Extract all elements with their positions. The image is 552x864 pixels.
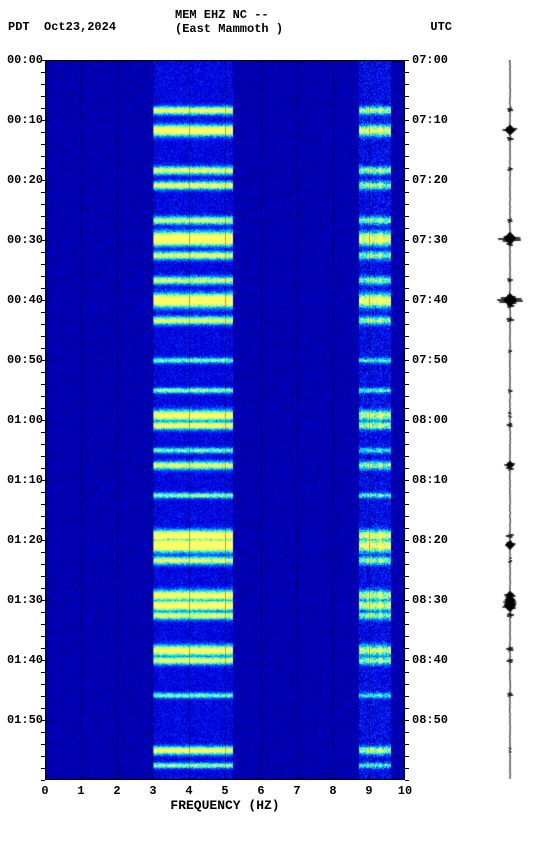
ytick-left: 01:20 xyxy=(0,533,43,547)
ytick-left: 01:50 xyxy=(0,713,43,727)
y-axis-left: 00:0000:1000:2000:3000:4000:5001:0001:10… xyxy=(0,60,43,780)
ytick-left: 00:40 xyxy=(0,293,43,307)
ytick-right: 08:10 xyxy=(412,473,462,487)
ytick-left: 01:30 xyxy=(0,593,43,607)
x-axis-label: FREQUENCY (HZ) xyxy=(45,798,405,813)
header-left: PDT Oct23,2024 xyxy=(8,20,116,34)
ytick-left: 01:40 xyxy=(0,653,43,667)
ytick-right: 07:10 xyxy=(412,113,462,127)
trace-canvas xyxy=(490,60,530,780)
location-label: (East Mammoth ) xyxy=(175,22,283,36)
tz-left-label: PDT xyxy=(8,20,30,34)
header: PDT Oct23,2024 MEM EHZ NC -- (East Mammo… xyxy=(0,6,552,46)
ytick-left: 00:50 xyxy=(0,353,43,367)
date-label: Oct23,2024 xyxy=(44,20,116,34)
ytick-right: 08:00 xyxy=(412,413,462,427)
spectrogram-canvas xyxy=(45,60,405,780)
xtick: 8 xyxy=(329,784,336,798)
station-label: MEM EHZ NC -- xyxy=(175,8,269,22)
seismic-trace xyxy=(490,60,530,780)
xtick: 4 xyxy=(185,784,192,798)
xtick: 3 xyxy=(149,784,156,798)
xtick: 9 xyxy=(365,784,372,798)
ytick-right: 08:50 xyxy=(412,713,462,727)
ytick-left: 01:10 xyxy=(0,473,43,487)
xtick: 6 xyxy=(257,784,264,798)
ytick-right: 08:20 xyxy=(412,533,462,547)
tz-right-label: UTC xyxy=(430,20,452,34)
ytick-left: 00:30 xyxy=(0,233,43,247)
xtick: 10 xyxy=(398,784,412,798)
ytick-left: 00:20 xyxy=(0,173,43,187)
ytick-left: 00:00 xyxy=(0,53,43,67)
ytick-left: 01:00 xyxy=(0,413,43,427)
y-axis-right: 07:0007:1007:2007:3007:4007:5008:0008:10… xyxy=(412,60,462,780)
xtick: 0 xyxy=(41,784,48,798)
xtick: 5 xyxy=(221,784,228,798)
ytick-right: 08:40 xyxy=(412,653,462,667)
ytick-right: 07:30 xyxy=(412,233,462,247)
ytick-right: 07:00 xyxy=(412,53,462,67)
xtick: 7 xyxy=(293,784,300,798)
xtick: 1 xyxy=(77,784,84,798)
spectrogram-plot xyxy=(45,60,405,780)
ytick-right: 07:40 xyxy=(412,293,462,307)
ytick-right: 07:50 xyxy=(412,353,462,367)
ytick-right: 07:20 xyxy=(412,173,462,187)
xtick: 2 xyxy=(113,784,120,798)
ytick-left: 00:10 xyxy=(0,113,43,127)
ytick-right: 08:30 xyxy=(412,593,462,607)
